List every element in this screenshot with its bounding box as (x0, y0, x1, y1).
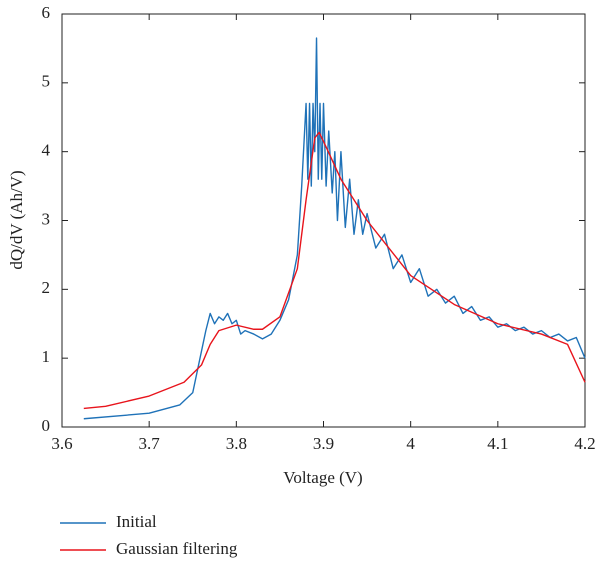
y-axis-label: dQ/dV (Ah/V) (7, 170, 26, 269)
y-tick-label: 6 (42, 3, 51, 22)
y-tick-label: 3 (42, 209, 51, 228)
x-tick-label: 4 (406, 434, 415, 453)
line (83, 131, 586, 410)
x-tick-label: 3.7 (139, 434, 161, 453)
x-tick-label: 3.6 (51, 434, 72, 453)
y-tick-label: 5 (42, 72, 51, 91)
y-tick-label: 2 (42, 278, 51, 297)
plot-frame (61, 13, 586, 428)
x-axis-label: Voltage (V) (283, 468, 362, 487)
line (83, 37, 586, 420)
x-tick-label: 4.2 (574, 434, 595, 453)
legend-label: Initial (116, 512, 157, 531)
legend-label: Gaussian filtering (116, 539, 238, 558)
x-tick-label: 3.9 (313, 434, 334, 453)
y-tick-label: 0 (42, 416, 51, 435)
y-tick-label: 4 (42, 141, 51, 160)
y-tick-label: 1 (42, 347, 51, 366)
x-tick-label: 4.1 (487, 434, 508, 453)
x-tick-label: 3.8 (226, 434, 247, 453)
